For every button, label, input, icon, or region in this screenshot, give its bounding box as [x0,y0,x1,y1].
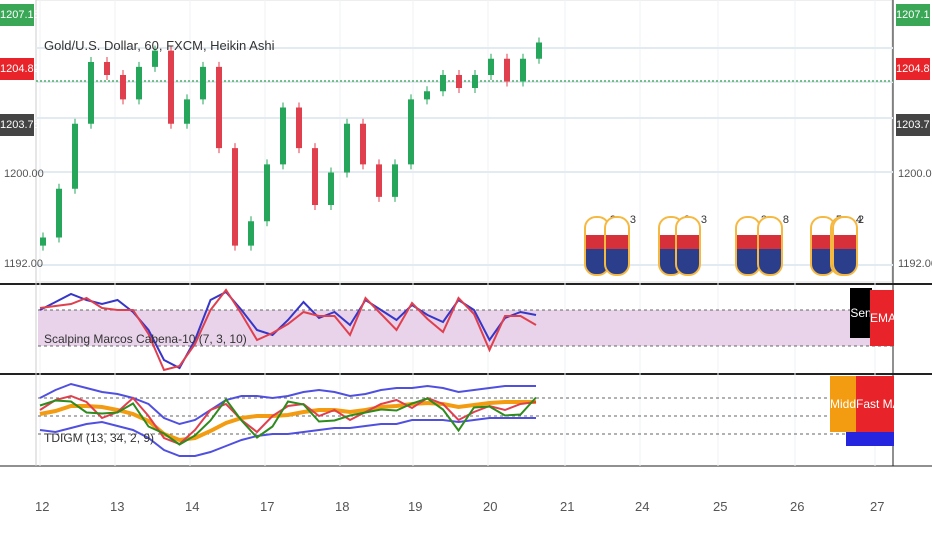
time-tick-27: 27 [870,499,885,514]
price-tick-1200-left: 1200.00 [4,168,44,180]
time-tick-17: 17 [260,499,275,514]
indicator1-legend-sen: Sen [850,288,872,338]
price-tick-1192-right: 1192.00 [898,258,932,270]
price-tag-current-left: 1203.78 [0,114,40,136]
candle-body [472,75,478,88]
candle-body [200,66,206,100]
time-tick-21: 21 [560,499,575,514]
event-count: 8 [782,214,789,226]
candle-body [328,172,334,205]
indicator2-fast-ma [39,394,537,446]
indicator2-title: TDIGM (13, 34, 2, 9) [44,431,155,445]
chart-title: Gold/U.S. Dollar, 60, FXCM, Heikin Ashi [44,38,275,53]
candle-body [88,62,94,124]
time-tick-14: 14 [185,499,200,514]
time-tick-19: 19 [408,499,423,514]
event-marker[interactable]: 2 [832,214,864,276]
candle-body [296,107,302,149]
time-tick-26: 26 [790,499,805,514]
candle-body [344,123,350,173]
indicator1-legend-ema: EMA [870,290,894,346]
candle-body [280,107,286,165]
candle-body [216,66,222,149]
time-tick-13: 13 [110,499,125,514]
candle-body [104,62,110,75]
price-tag-high: 1207.18 [896,4,932,26]
candle-body [120,75,126,100]
indicator1-band [38,310,893,346]
indicator2-legend-blue [846,432,894,446]
candle-body [424,91,430,100]
candle-body [40,237,46,246]
candle-body [248,221,254,246]
candle-body [152,50,158,67]
event-count: 2 [857,214,864,226]
price-tick-1200-right: 1200.00 [898,168,932,180]
event-marker[interactable]: 3 [604,214,636,276]
time-tick-20: 20 [483,499,498,514]
candle-body [56,188,62,238]
event-count: 3 [700,214,707,226]
candle-body [136,66,142,100]
price-tag-last-left: 1204.82 [0,58,40,80]
candle-body [264,164,270,222]
indicator2-middle-line [39,400,536,443]
event-count: 3 [629,214,636,226]
candle-body [456,75,462,88]
price-tag-high-left: 1207.18 [0,4,40,26]
candle-body [408,99,414,165]
price-tag-last: 1204.82 [896,58,932,80]
indicator2-slow-ma [39,396,537,446]
indicator2-legend-middle: Middle [830,376,858,432]
time-tick-25: 25 [713,499,728,514]
time-tick-24: 24 [635,499,650,514]
price-tick-1192-left: 1192.00 [4,258,43,270]
candle-body [376,164,382,197]
candle-body [168,50,174,124]
event-count: 4 [855,214,862,226]
candle-body [312,148,318,205]
indicator2-lower-band [39,417,536,457]
candle-body [360,123,366,165]
candle-body [520,58,526,82]
candle-body [184,99,190,124]
candle-body [392,164,398,197]
event-marker[interactable]: 3 [675,214,707,276]
time-tick-12: 12 [35,499,50,514]
candle-body [440,75,446,92]
candle-body [72,123,78,189]
indicator1-d-line [39,288,537,372]
time-tick-18: 18 [335,499,350,514]
candle-body [232,148,238,246]
event-marker[interactable]: 8 [757,214,789,276]
price-tag-current: 1203.78 [896,114,932,136]
indicator2-legend-fastma: Fast MA [856,376,894,432]
candle-body [488,58,494,75]
candle-body [504,58,510,82]
event-marker[interactable]: 2 [735,214,767,276]
indicator2-upper-band [39,382,536,426]
indicator1-title: Scalping Marcos Cabena-10 (7, 3, 10) [44,332,247,346]
candle-body [536,42,542,59]
